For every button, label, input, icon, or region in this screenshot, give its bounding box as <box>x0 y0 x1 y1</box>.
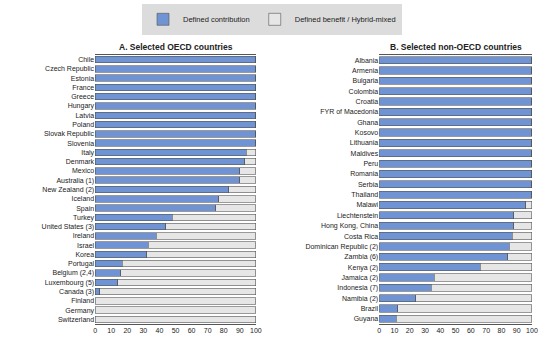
svg-text:Bulgaria: Bulgaria <box>353 77 379 85</box>
svg-text:Germany: Germany <box>65 307 94 315</box>
svg-text:B. Selected non-OECD countries: B. Selected non-OECD countries <box>390 42 522 52</box>
svg-text:Spain: Spain <box>76 205 94 213</box>
svg-text:Indonesia (7): Indonesia (7) <box>337 284 378 292</box>
svg-text:90: 90 <box>236 327 244 334</box>
svg-text:Luxembourg (5): Luxembourg (5) <box>45 279 94 287</box>
svg-text:Jamaica (2): Jamaica (2) <box>342 274 379 282</box>
svg-text:80: 80 <box>498 327 506 334</box>
svg-text:Canada (3): Canada (3) <box>59 288 94 296</box>
svg-text:Hungary: Hungary <box>68 102 95 110</box>
svg-text:Portugal: Portugal <box>68 260 95 268</box>
svg-text:Chile: Chile <box>78 56 94 63</box>
svg-text:Estonia: Estonia <box>71 75 94 82</box>
svg-text:Mexico: Mexico <box>72 167 94 174</box>
svg-text:Brazil: Brazil <box>361 305 379 312</box>
svg-text:60: 60 <box>188 327 196 334</box>
svg-text:Liechtenstein: Liechtenstein <box>337 212 378 219</box>
svg-text:0: 0 <box>93 327 97 334</box>
svg-text:70: 70 <box>204 327 212 334</box>
svg-text:Zambia (6): Zambia (6) <box>344 253 378 261</box>
svg-text:Australia (1): Australia (1) <box>56 177 94 185</box>
svg-text:Albania: Albania <box>355 57 378 64</box>
svg-text:Dominican Republic (2): Dominican Republic (2) <box>305 243 378 251</box>
svg-text:40: 40 <box>156 327 164 334</box>
svg-text:Malawi: Malawi <box>356 201 378 208</box>
svg-text:Slovak Republic: Slovak Republic <box>44 130 95 138</box>
svg-text:Israel: Israel <box>77 242 95 249</box>
svg-text:A. Selected OECD countries: A. Selected OECD countries <box>119 42 233 52</box>
svg-text:Kenya (2): Kenya (2) <box>348 264 378 272</box>
svg-text:40: 40 <box>436 327 444 334</box>
svg-text:Ireland: Ireland <box>73 232 95 239</box>
svg-text:30: 30 <box>139 327 147 334</box>
svg-text:50: 50 <box>172 327 180 334</box>
svg-text:Namibia (2): Namibia (2) <box>342 295 378 303</box>
svg-text:Thailand: Thailand <box>351 191 378 198</box>
svg-text:Maldives: Maldives <box>351 150 379 157</box>
svg-text:20: 20 <box>406 327 414 334</box>
svg-text:20: 20 <box>123 327 131 334</box>
svg-text:United States (3): United States (3) <box>42 223 95 231</box>
svg-text:Armenia: Armenia <box>352 67 378 74</box>
svg-text:Romania: Romania <box>350 170 378 177</box>
svg-text:FYR of Macedonia: FYR of Macedonia <box>320 108 378 115</box>
svg-text:Finland: Finland <box>71 297 94 304</box>
svg-text:60: 60 <box>467 327 475 334</box>
svg-text:Belgium (2,4): Belgium (2,4) <box>52 269 94 277</box>
svg-text:Ghana: Ghana <box>357 119 378 126</box>
svg-text:Lithuania: Lithuania <box>350 139 379 146</box>
svg-text:Turkey: Turkey <box>73 214 95 222</box>
svg-text:Switzerland: Switzerland <box>58 316 94 323</box>
svg-text:90: 90 <box>513 327 521 334</box>
svg-text:50: 50 <box>452 327 460 334</box>
svg-text:Iceland: Iceland <box>72 195 95 202</box>
svg-text:France: France <box>72 84 94 91</box>
svg-text:Costa Rica: Costa Rica <box>344 233 378 240</box>
svg-text:Colombia: Colombia <box>349 88 379 95</box>
svg-text:Czech Republic: Czech Republic <box>45 65 95 73</box>
svg-text:Korea: Korea <box>75 251 94 258</box>
svg-text:Greece: Greece <box>71 93 94 100</box>
svg-text:Croatia: Croatia <box>356 98 379 105</box>
svg-text:Defined contribution: Defined contribution <box>183 15 250 24</box>
svg-text:70: 70 <box>482 327 490 334</box>
svg-text:Peru: Peru <box>363 160 378 167</box>
svg-text:Italy: Italy <box>81 149 94 157</box>
svg-text:80: 80 <box>220 327 228 334</box>
svg-text:Guyana: Guyana <box>354 315 379 323</box>
svg-text:Defined benefit / Hybrid-mixed: Defined benefit / Hybrid-mixed <box>295 15 396 24</box>
svg-text:New Zealand (2): New Zealand (2) <box>42 186 94 194</box>
svg-text:Poland: Poland <box>72 121 94 128</box>
svg-text:10: 10 <box>391 327 399 334</box>
svg-text:100: 100 <box>250 327 262 334</box>
svg-text:100: 100 <box>526 327 538 334</box>
svg-text:Latvia: Latvia <box>75 112 94 119</box>
svg-text:Hong Kong, China: Hong Kong, China <box>321 222 378 230</box>
svg-text:Kosovo: Kosovo <box>355 129 378 136</box>
svg-text:Slovenia: Slovenia <box>67 140 94 147</box>
svg-text:Serbia: Serbia <box>358 181 378 188</box>
svg-text:Denmark: Denmark <box>66 158 95 165</box>
svg-text:30: 30 <box>421 327 429 334</box>
svg-text:10: 10 <box>107 327 115 334</box>
svg-text:0: 0 <box>377 327 381 334</box>
